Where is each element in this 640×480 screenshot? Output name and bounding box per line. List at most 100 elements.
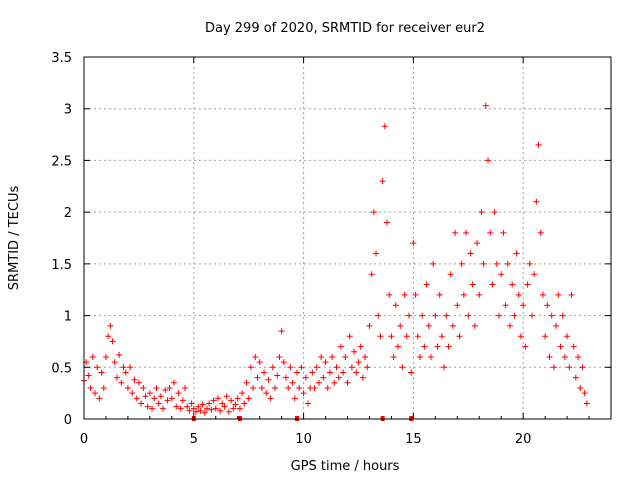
data-point <box>366 322 373 329</box>
data-point <box>274 372 281 379</box>
data-point <box>195 403 202 410</box>
data-point <box>133 395 140 402</box>
data-point <box>397 322 404 329</box>
data-point <box>500 229 507 236</box>
y-tick-label: 0.5 <box>51 361 72 376</box>
data-point <box>105 333 112 340</box>
data-point <box>296 384 303 391</box>
data-point <box>419 312 426 319</box>
x-axis-label: GPS time / hours <box>291 459 400 474</box>
data-point <box>357 343 364 350</box>
data-point <box>526 260 533 267</box>
data-point <box>344 379 351 386</box>
x-tick-label: 0 <box>80 432 88 447</box>
data-point <box>504 260 511 267</box>
data-point <box>511 312 518 319</box>
data-point <box>441 364 448 371</box>
data-point <box>583 400 590 407</box>
data-point <box>100 384 107 391</box>
y-tick-label: 2.5 <box>51 154 72 169</box>
data-point <box>557 343 564 350</box>
data-point <box>401 291 408 298</box>
data-point <box>555 291 562 298</box>
data-point <box>199 401 206 408</box>
data-point <box>489 281 496 288</box>
data-point <box>467 250 474 257</box>
data-point <box>537 229 544 236</box>
data-point <box>324 384 331 391</box>
data-point <box>506 322 513 329</box>
data-point <box>359 374 366 381</box>
data-point <box>124 384 131 391</box>
data-point <box>561 353 568 360</box>
y-tick-label: 1.5 <box>51 258 72 273</box>
data-point <box>109 338 116 345</box>
data-point <box>465 312 472 319</box>
data-point <box>478 209 485 216</box>
data-point <box>203 405 210 412</box>
data-point <box>272 384 279 391</box>
data-point <box>471 322 478 329</box>
data-point <box>452 229 459 236</box>
data-point <box>140 384 147 391</box>
data-point <box>320 374 327 381</box>
data-point <box>331 379 338 386</box>
data-point <box>386 291 393 298</box>
data-point <box>340 369 347 376</box>
data-point <box>355 359 362 366</box>
data-point <box>208 406 215 413</box>
data-point <box>474 240 481 247</box>
data-point <box>333 364 340 371</box>
data-point <box>491 209 498 216</box>
data-point <box>337 343 344 350</box>
axis-ticks <box>83 56 611 420</box>
data-point <box>533 198 540 205</box>
data-point <box>157 393 164 400</box>
data-point <box>425 322 432 329</box>
data-point <box>304 400 311 407</box>
data-point <box>482 102 489 109</box>
data-point <box>392 302 399 309</box>
data-point <box>368 271 375 278</box>
data-point <box>89 353 96 360</box>
data-point <box>276 353 283 360</box>
data-point <box>153 384 160 391</box>
data-point <box>487 229 494 236</box>
data-point <box>348 364 355 371</box>
chart-title: Day 299 of 2020, SRMTID for receiver eur… <box>205 21 485 36</box>
data-point <box>454 302 461 309</box>
data-point <box>85 372 92 379</box>
data-point <box>234 395 241 402</box>
data-point <box>149 405 156 412</box>
data-point <box>329 353 336 360</box>
y-tick-label: 3.5 <box>51 51 72 66</box>
data-point <box>572 374 579 381</box>
data-point <box>399 364 406 371</box>
data-point <box>192 408 199 415</box>
data-point <box>122 369 129 376</box>
data-point <box>228 397 235 404</box>
data-point <box>379 178 386 185</box>
data-point <box>155 400 162 407</box>
data-point <box>217 407 224 414</box>
data-point <box>160 405 167 412</box>
data-point <box>410 240 417 247</box>
data-point <box>469 281 476 288</box>
data-point <box>241 400 248 407</box>
data-point <box>116 351 123 358</box>
data-point <box>98 369 105 376</box>
data-point <box>566 364 573 371</box>
data-point <box>311 384 318 391</box>
data-point <box>456 333 463 340</box>
data-point <box>182 384 189 391</box>
data-point <box>423 281 430 288</box>
plot-frame <box>83 56 612 420</box>
data-point <box>201 409 208 416</box>
data-point <box>289 379 296 386</box>
y-tick-label: 2 <box>64 206 72 221</box>
data-point <box>197 407 204 414</box>
data-point <box>221 403 228 410</box>
data-point <box>309 369 316 376</box>
data-point <box>570 343 577 350</box>
data-point <box>528 312 535 319</box>
